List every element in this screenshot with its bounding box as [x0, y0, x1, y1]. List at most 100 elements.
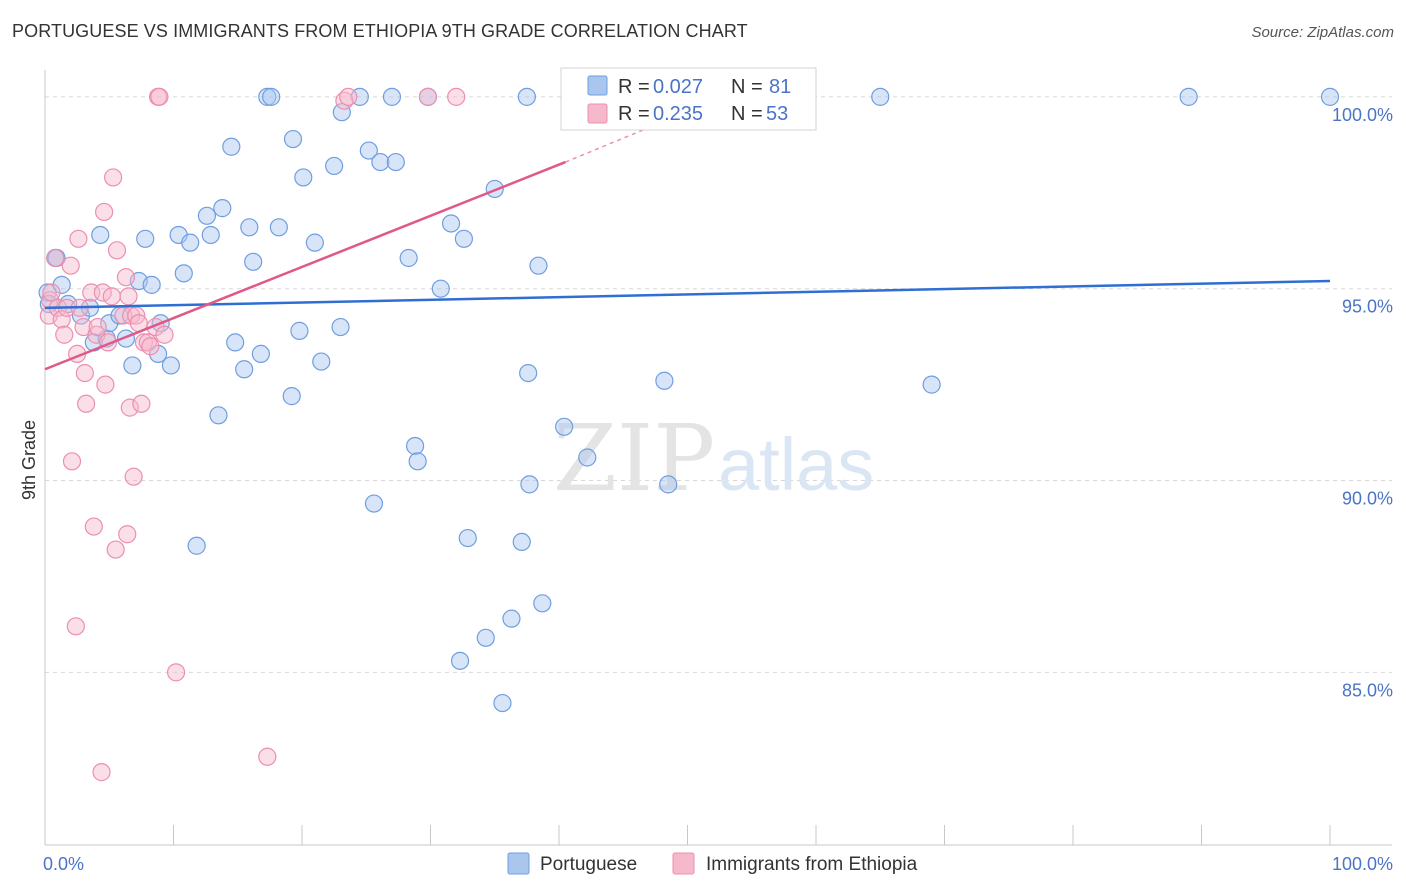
x-tick-label-0: 0.0%	[43, 854, 84, 874]
legend-r-label-1: R =	[618, 76, 650, 98]
point-ethiopia-39	[132, 394, 151, 413]
point-portuguese-32	[240, 218, 259, 237]
point-ethiopia-2	[42, 283, 61, 302]
point-portuguese-67	[517, 87, 536, 106]
point-ethiopia-36	[124, 467, 143, 486]
point-ethiopia-21	[92, 763, 111, 782]
trend-line-ethiopia-extension	[565, 126, 650, 163]
point-ethiopia-18	[84, 517, 103, 536]
point-portuguese-49	[364, 494, 384, 513]
point-portuguese-22	[174, 264, 193, 283]
y-tick-label-100: 100.0%	[1332, 105, 1393, 125]
y-tick-label-85: 85.0%	[1342, 680, 1393, 700]
point-portuguese-60	[454, 229, 474, 248]
point-portuguese-72	[555, 417, 574, 436]
point-portuguese-68	[519, 363, 538, 383]
point-portuguese-27	[209, 406, 228, 425]
point-portuguese-76	[659, 475, 678, 494]
point-ethiopia-50	[339, 87, 358, 106]
point-portuguese-42	[305, 233, 324, 252]
point-portuguese-4	[52, 275, 71, 294]
point-portuguese-57	[431, 279, 450, 298]
legend-n-value-1: 81	[769, 76, 791, 98]
point-portuguese-26	[201, 225, 220, 245]
series-ethiopia-points	[39, 87, 466, 782]
point-portuguese-69	[520, 475, 539, 494]
legend-swatch-ethiopia	[587, 103, 608, 124]
legend-n-value-2: 53	[766, 103, 788, 125]
point-portuguese-53	[399, 248, 418, 268]
point-portuguese-17	[142, 275, 161, 294]
point-portuguese-45	[331, 317, 350, 337]
point-portuguese-43	[312, 352, 331, 371]
point-portuguese-78	[922, 375, 941, 394]
source-label: Source: ZipAtlas.com	[1251, 24, 1394, 41]
point-portuguese-33	[244, 252, 263, 271]
point-ethiopia-16	[77, 394, 96, 413]
trend-line-portuguese	[44, 279, 1331, 310]
point-portuguese-23	[181, 233, 200, 252]
point-ethiopia-42	[141, 337, 160, 356]
point-portuguese-16	[136, 229, 155, 248]
point-portuguese-11	[100, 314, 119, 333]
point-portuguese-34	[251, 344, 270, 364]
point-portuguese-18	[148, 344, 168, 364]
point-portuguese-31	[235, 360, 254, 379]
legend-swatch-portuguese	[587, 75, 608, 96]
point-ethiopia-24	[96, 375, 115, 394]
series-legend: Portuguese Immigrants from Ethiopia	[507, 852, 918, 875]
point-portuguese-54	[405, 436, 425, 456]
gridlines	[45, 96, 1392, 673]
point-portuguese-70	[529, 256, 548, 275]
point-ethiopia-3	[46, 248, 65, 268]
point-portuguese-59	[450, 651, 470, 670]
point-portuguese-79	[1179, 87, 1198, 106]
point-ethiopia-29	[107, 241, 127, 260]
point-ethiopia-46	[155, 325, 174, 344]
y-tick-label-90: 90.0%	[1342, 489, 1393, 509]
legend-r-value-1: 0.027	[653, 76, 703, 98]
point-ethiopia-51	[418, 87, 438, 106]
point-portuguese-71	[533, 594, 552, 613]
series-portuguese-points	[38, 87, 1340, 713]
point-ethiopia-12	[69, 229, 88, 248]
point-portuguese-39	[283, 129, 303, 149]
point-portuguese-36	[262, 87, 281, 106]
point-ethiopia-33	[119, 287, 138, 306]
point-portuguese-35	[258, 87, 277, 106]
point-ethiopia-28	[106, 540, 125, 559]
point-portuguese-66	[512, 532, 531, 552]
legend-r-label-2: R =	[618, 103, 650, 125]
chart-title: PORTUGUESE VS IMMIGRANTS FROM ETHIOPIA 9…	[12, 21, 748, 41]
point-portuguese-37	[269, 218, 288, 237]
point-portuguese-38	[282, 387, 301, 406]
y-axis-title: 9th Grade	[19, 420, 39, 500]
point-portuguese-28	[213, 199, 232, 218]
point-portuguese-58	[441, 214, 461, 233]
y-tick-label-95: 95.0%	[1342, 297, 1393, 317]
point-portuguese-24	[187, 536, 206, 555]
trend-lines	[44, 126, 1331, 371]
point-ethiopia-10	[66, 617, 85, 636]
point-portuguese-50	[371, 152, 390, 172]
point-portuguese-20	[161, 356, 181, 375]
point-ethiopia-48	[258, 747, 277, 766]
point-ethiopia-8	[61, 256, 80, 275]
point-portuguese-75	[655, 371, 674, 390]
legend-n-label-1: N =	[731, 76, 763, 98]
point-portuguese-77	[871, 87, 890, 106]
trend-line-ethiopia	[44, 160, 566, 371]
point-portuguese-25	[197, 206, 217, 225]
point-portuguese-41	[294, 168, 313, 187]
point-portuguese-29	[222, 137, 241, 156]
point-ethiopia-27	[104, 168, 123, 187]
point-portuguese-80	[1320, 87, 1340, 106]
point-ethiopia-15	[75, 363, 94, 383]
point-ethiopia-22	[93, 283, 112, 302]
point-portuguese-14	[123, 356, 142, 375]
point-ethiopia-20	[88, 317, 107, 337]
bottom-legend-label-portuguese: Portuguese	[540, 854, 637, 875]
watermark: ZIP atlas	[553, 405, 874, 512]
point-ethiopia-9	[62, 452, 82, 471]
